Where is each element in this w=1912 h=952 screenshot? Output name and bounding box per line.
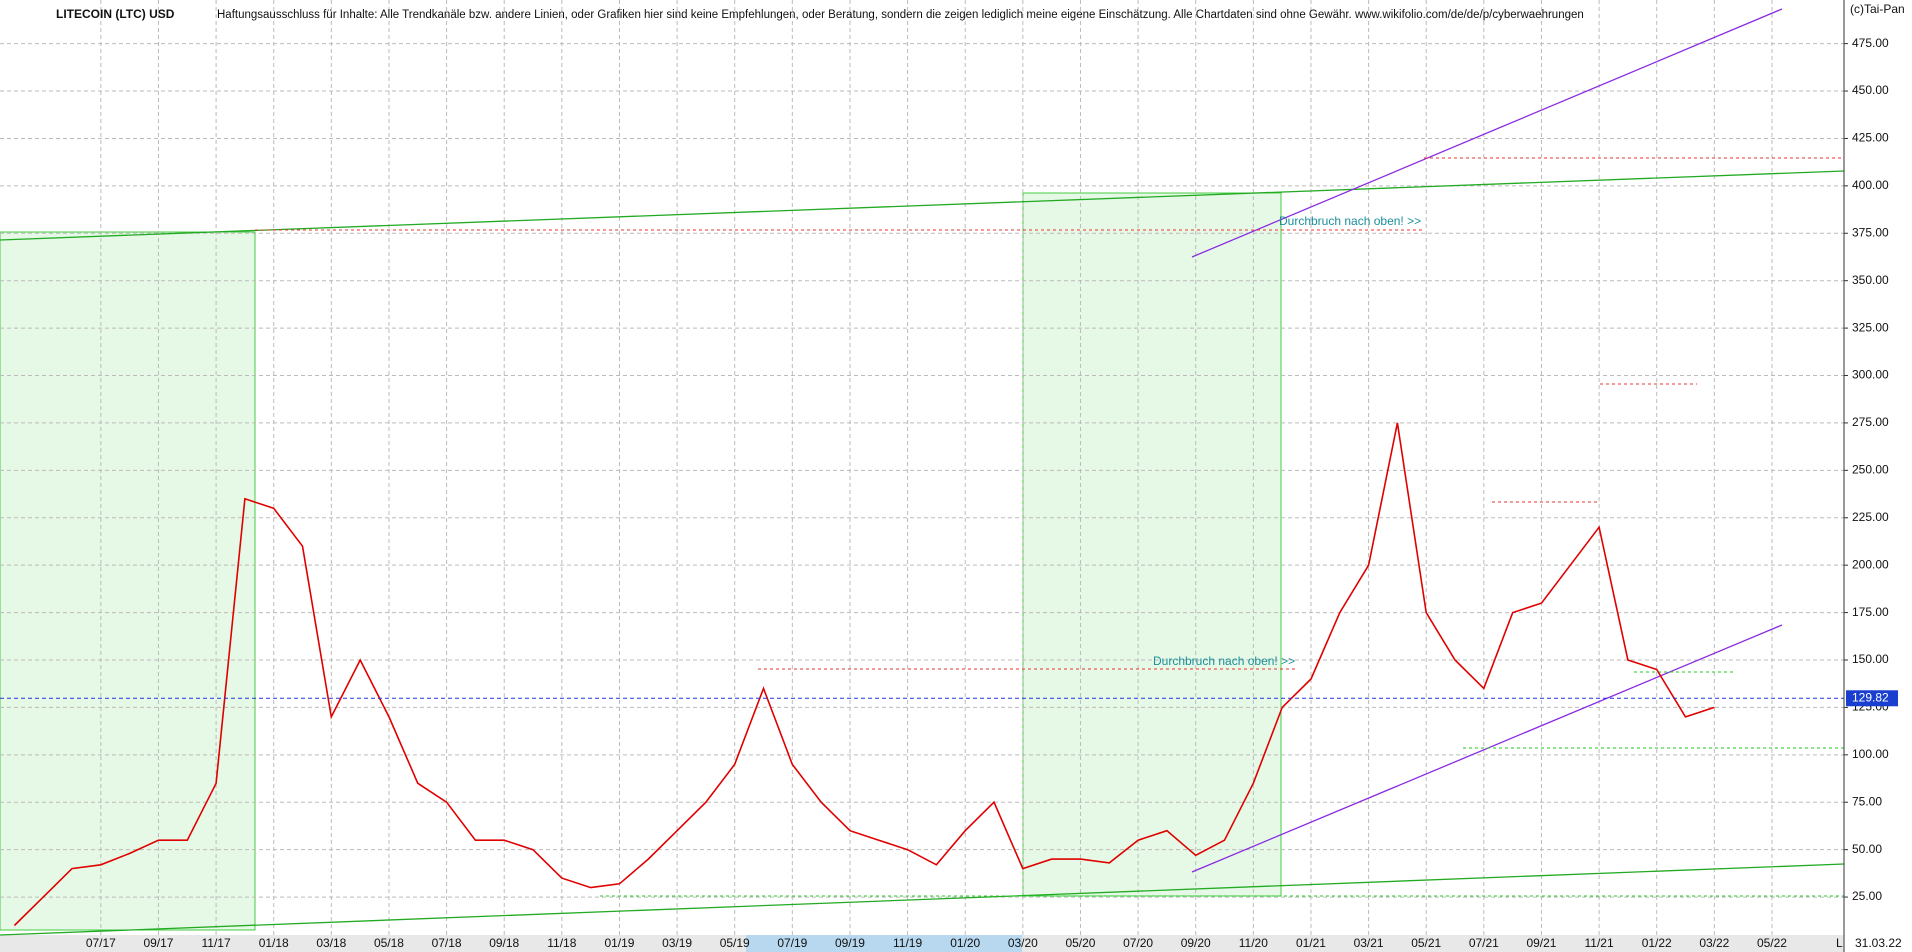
date-label: 31.03.22 bbox=[1855, 936, 1902, 950]
x-tick-label: 09/19 bbox=[835, 936, 865, 950]
resistance-lines bbox=[255, 157, 1844, 670]
y-tick-label: 375.00 bbox=[1852, 225, 1889, 239]
trend-line bbox=[0, 863, 1845, 936]
y-tick-label: 475.00 bbox=[1852, 36, 1889, 50]
annotation: Durchbruch nach oben! >> bbox=[1279, 214, 1421, 228]
y-tick-label: 175.00 bbox=[1852, 605, 1889, 619]
x-axis-highlight bbox=[746, 935, 1022, 952]
x-tick-label: 05/21 bbox=[1411, 936, 1441, 950]
x-tick-label: 03/21 bbox=[1354, 936, 1384, 950]
x-tick-label: 01/22 bbox=[1642, 936, 1672, 950]
x-tick-label: 05/18 bbox=[374, 936, 404, 950]
x-tick-label: 07/20 bbox=[1123, 936, 1153, 950]
x-tick-label: 01/18 bbox=[259, 936, 289, 950]
last-value-box bbox=[1846, 690, 1898, 707]
y-tick-label: 75.00 bbox=[1852, 794, 1882, 808]
y-tick-label: 300.00 bbox=[1852, 368, 1889, 382]
y-tick-label: 425.00 bbox=[1852, 131, 1889, 145]
x-tick-label: 07/19 bbox=[777, 936, 807, 950]
last-value-label: 129.82 bbox=[1852, 690, 1889, 704]
y-tick-label: 225.00 bbox=[1852, 510, 1889, 524]
disclaimer: Haftungsausschluss für Inhalte: Alle Tre… bbox=[217, 9, 1584, 21]
x-tick-label: 03/22 bbox=[1699, 936, 1729, 950]
x-tick-label: 01/20 bbox=[950, 936, 980, 950]
y-tick-label: 200.00 bbox=[1852, 557, 1889, 571]
trend-line bbox=[0, 170, 1845, 241]
x-tick-label: 03/20 bbox=[1008, 936, 1038, 950]
y-tick-label: 275.00 bbox=[1852, 415, 1889, 429]
support-lines bbox=[600, 671, 1844, 897]
y-tick-label: 450.00 bbox=[1852, 83, 1889, 97]
price-line bbox=[13, 422, 1715, 927]
x-tick-label: 05/22 bbox=[1757, 936, 1787, 950]
trend-line bbox=[1191, 8, 1783, 258]
x-tick-label: 07/17 bbox=[86, 936, 116, 950]
axis-marker: L bbox=[1836, 936, 1843, 950]
x-tick-label: 11/21 bbox=[1585, 936, 1614, 950]
x-tick-label: 03/19 bbox=[662, 936, 692, 950]
x-tick-label: 09/18 bbox=[489, 936, 519, 950]
x-tick-label: 01/21 bbox=[1296, 936, 1326, 950]
y-tick-label: 150.00 bbox=[1852, 652, 1889, 666]
x-tick-label: 03/18 bbox=[316, 936, 346, 950]
x-tick-label: 07/18 bbox=[432, 936, 462, 950]
x-tick-label: 05/20 bbox=[1065, 936, 1095, 950]
annotation: Durchbruch nach oben! >> bbox=[1153, 654, 1295, 668]
x-tick-label: 09/20 bbox=[1181, 936, 1211, 950]
copyright: (c)Tai-Pan bbox=[1850, 2, 1905, 16]
y-tick-label: 400.00 bbox=[1852, 178, 1889, 192]
y-tick-label: 325.00 bbox=[1852, 320, 1889, 334]
grid bbox=[0, 0, 1844, 935]
range-box bbox=[0, 231, 256, 931]
x-tick-label: 09/17 bbox=[143, 936, 173, 950]
y-tick-label: 350.00 bbox=[1852, 273, 1889, 287]
x-tick-label: 05/19 bbox=[720, 936, 750, 950]
y-tick-label: 250.00 bbox=[1852, 463, 1889, 477]
x-tick-label: 11/20 bbox=[1239, 936, 1268, 950]
x-tick-label: 11/18 bbox=[547, 936, 576, 950]
x-tick-label: 11/19 bbox=[893, 936, 922, 950]
x-tick-label: 01/19 bbox=[604, 936, 634, 950]
y-tick-label: 25.00 bbox=[1852, 889, 1882, 903]
x-tick-label: 07/21 bbox=[1469, 936, 1499, 950]
y-tick-label: 100.00 bbox=[1852, 747, 1889, 761]
y-tick-label: 50.00 bbox=[1852, 842, 1882, 856]
chart-title: LITECOIN (LTC) USD bbox=[56, 7, 175, 21]
x-tick-label: 09/21 bbox=[1526, 936, 1556, 950]
range-box bbox=[1022, 192, 1282, 897]
x-tick-label: 11/17 bbox=[202, 936, 231, 950]
